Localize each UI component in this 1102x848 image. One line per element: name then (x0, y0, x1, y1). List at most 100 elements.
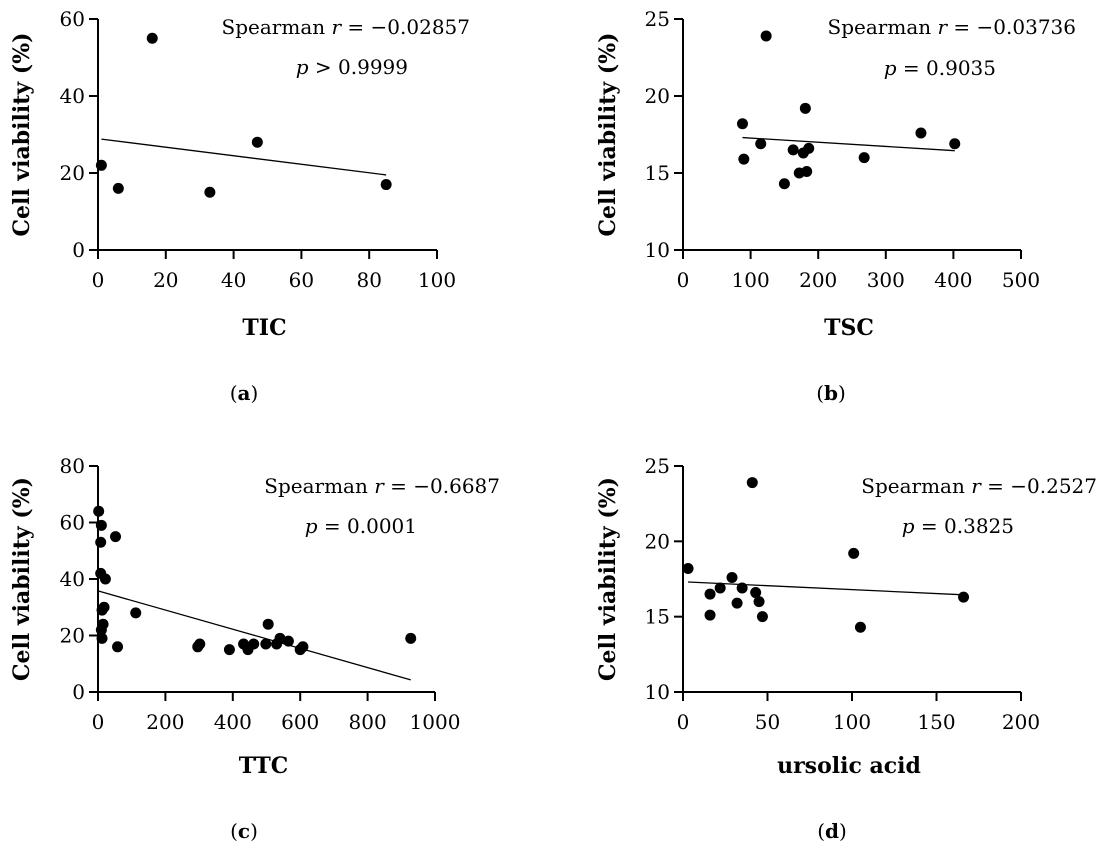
p-value-annotation: p = 0.9035 (884, 56, 996, 80)
r-symbol: r (332, 15, 343, 39)
r-symbol: r (374, 474, 385, 498)
spearman-r-annotation: Spearman r = −0.6687 (264, 474, 500, 498)
x-tick-label: 1000 (410, 710, 461, 734)
regression-line (688, 581, 964, 596)
data-point (95, 536, 107, 548)
x-tick-label: 100 (732, 268, 770, 292)
y-tick-label: 40 (60, 84, 85, 108)
p-value: = 0.9035 (897, 56, 996, 80)
y-axis-title: Cell viability (%) (595, 477, 621, 681)
data-point (194, 638, 206, 650)
data-point (731, 597, 743, 609)
data-point (95, 624, 107, 636)
data-point (112, 641, 124, 653)
y-tick-label: 20 (645, 84, 670, 108)
panel-b-caption: (b) (816, 381, 846, 405)
x-tick-label: 0 (677, 268, 690, 292)
data-point (753, 596, 765, 608)
x-tick-label: 500 (1002, 268, 1040, 292)
r-value: = −0.02857 (341, 15, 470, 39)
stat-label: Spearman (222, 15, 332, 39)
y-tick-label: 15 (645, 605, 670, 629)
x-tick-label: 0 (92, 710, 105, 734)
data-point (949, 138, 961, 150)
data-point (848, 547, 860, 559)
data-point (98, 601, 110, 613)
data-point (380, 179, 392, 191)
data-point (248, 638, 260, 650)
y-tick-label: 20 (645, 529, 670, 553)
data-point (736, 118, 748, 130)
y-tick-label: 25 (645, 454, 670, 478)
data-point (130, 607, 142, 619)
x-tick-label: 300 (867, 268, 905, 292)
r-value: = −0.03736 (947, 15, 1076, 39)
data-point (738, 153, 750, 165)
y-tick-label: 10 (645, 238, 670, 262)
data-point (96, 632, 108, 644)
data-point (787, 144, 799, 156)
p-symbol: p (884, 56, 897, 80)
regression-line (742, 136, 955, 152)
y-tick-label: 0 (72, 238, 85, 262)
data-point (251, 136, 263, 148)
spearman-r-annotation: Spearman r = −0.03736 (828, 15, 1076, 39)
data-point (704, 609, 716, 621)
p-value-annotation: p = 0.0001 (305, 514, 417, 538)
data-point (778, 178, 790, 190)
x-tick-label: 200 (1002, 710, 1040, 734)
x-tick-label: 40 (221, 268, 246, 292)
data-point (854, 621, 866, 633)
data-point (146, 32, 158, 44)
y-tick-label: 20 (60, 624, 85, 648)
x-tick-label: 100 (833, 710, 871, 734)
x-axis-title: TIC (242, 315, 286, 341)
y-axis-title: Cell viability (%) (9, 32, 35, 236)
x-tick-label: 600 (281, 710, 319, 734)
panel-d: 10 15 20 25 0 50 100 150 200 ursolic acid Cell via… (595, 454, 1097, 779)
data-point (297, 641, 309, 653)
regression-line (97, 590, 411, 681)
y-tick-label: 20 (60, 161, 85, 185)
data-point (223, 644, 235, 656)
p-value-annotation: p = 0.3825 (902, 514, 1014, 538)
spearman-r-annotation: Spearman r = −0.2527 (861, 474, 1097, 498)
data-point (93, 505, 105, 517)
y-tick-label: 10 (645, 680, 670, 704)
r-symbol: r (971, 474, 982, 498)
stat-label: Spearman (264, 474, 374, 498)
y-tick-label: 0 (72, 680, 85, 704)
stat-label: Spearman (828, 15, 938, 39)
data-point (958, 591, 970, 603)
data-point (750, 587, 762, 599)
data-point (858, 152, 870, 164)
panel-a: 0 20 40 60 0 20 40 60 80 100 TIC Cell viability (%)… (9, 7, 470, 341)
data-point (756, 611, 768, 623)
x-tick-label: 0 (92, 268, 105, 292)
data-point (803, 142, 815, 154)
r-value: = −0.2527 (981, 474, 1097, 498)
data-point (95, 159, 107, 171)
panel-d-caption: (d) (817, 819, 847, 843)
data-point (274, 632, 286, 644)
p-value: = 0.0001 (318, 514, 417, 538)
data-point (801, 165, 813, 177)
y-tick-label: 40 (60, 567, 85, 591)
panel-a-caption: (a) (230, 381, 259, 405)
data-point (405, 632, 417, 644)
data-point (682, 562, 694, 574)
p-symbol: p (902, 514, 915, 538)
x-tick-label: 400 (934, 268, 972, 292)
spearman-r-annotation: Spearman r = −0.02857 (222, 15, 470, 39)
y-tick-label: 80 (60, 454, 85, 478)
x-axis-title: ursolic acid (777, 753, 921, 779)
data-point (110, 531, 122, 543)
data-point (760, 30, 772, 42)
data-point (736, 582, 748, 594)
y-axis-title: Cell viability (%) (9, 477, 35, 681)
p-value: > 0.9999 (309, 55, 408, 79)
y-tick-label: 25 (645, 7, 670, 31)
data-point (746, 477, 758, 489)
